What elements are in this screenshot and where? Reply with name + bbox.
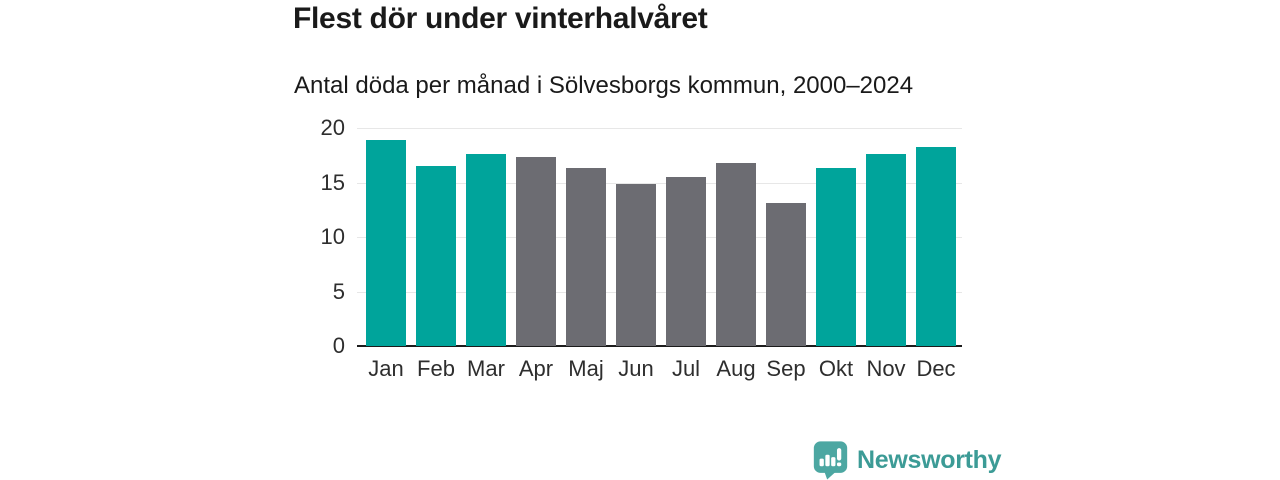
y-axis-tick-label: 0 [332, 333, 345, 358]
x-axis-label-feb: Feb [417, 356, 455, 381]
newsworthy-logo[interactable]: Newsworthy [812, 440, 1002, 480]
bar-nov [866, 154, 906, 346]
x-axis-label-jan: Jan [368, 356, 404, 381]
chart-subtitle: Antal döda per månad i Sölvesborgs kommu… [294, 72, 914, 99]
bar-jun [616, 183, 656, 346]
newsworthy-brand-text: Newsworthy [857, 445, 1002, 474]
x-axis-label-sep: Sep [766, 356, 806, 381]
newsworthy-logo-icon [812, 440, 849, 480]
bar-maj [566, 168, 606, 346]
x-axis-label-nov: Nov [866, 356, 906, 381]
x-axis-label-okt: Okt [818, 356, 854, 381]
bar-okt [816, 168, 856, 346]
gridline-y-5 [357, 291, 962, 293]
y-axis-tick-label: 20 [320, 115, 345, 140]
x-axis-label-jul: Jul [671, 356, 701, 381]
x-axis-line [357, 345, 962, 347]
bar-aug [716, 162, 756, 346]
bar-feb [416, 166, 456, 346]
chart-title: Flest dör under vinterhalvåret [293, 2, 708, 35]
x-axis-label-jun: Jun [618, 356, 654, 381]
bar-jan [366, 140, 406, 346]
x-axis-label-mar: Mar [467, 356, 505, 381]
bar-sep [766, 203, 806, 346]
bar-dec [916, 146, 956, 346]
bar-chart-plot-area [357, 128, 962, 347]
y-axis-tick-label: 10 [320, 224, 345, 249]
x-axis-label-dec: Dec [916, 356, 956, 381]
gridline-y-15 [357, 182, 962, 184]
gridline-y-10 [357, 237, 962, 238]
bar-jul [666, 177, 706, 346]
y-axis-tick-label: 5 [332, 278, 345, 304]
bar-mar [466, 154, 506, 346]
bar-apr [516, 157, 556, 346]
x-axis-label-apr: Apr [518, 356, 554, 381]
x-axis-label-aug: Aug [716, 356, 756, 381]
gridline-y-20 [357, 128, 962, 129]
x-axis-label-maj: Maj [568, 356, 604, 381]
y-axis-tick-label: 15 [320, 169, 345, 195]
